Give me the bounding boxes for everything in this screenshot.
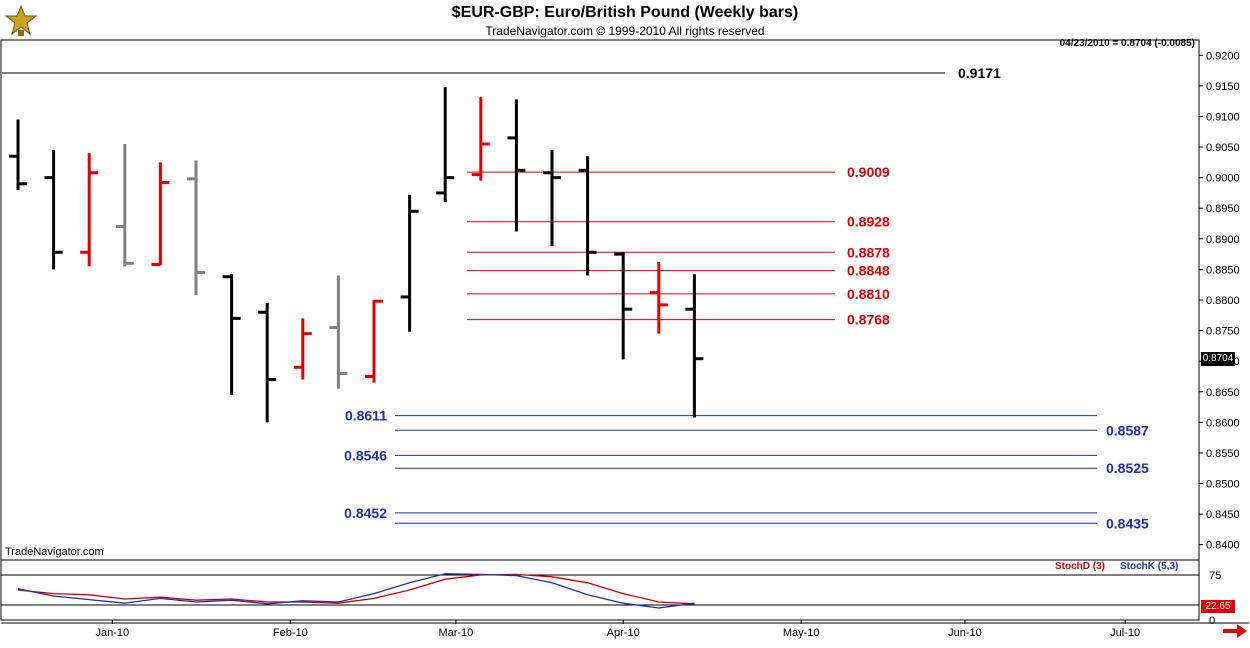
x-tick-label: Jun-10 [948, 627, 982, 639]
reference-label-10: 0.8525 [1106, 460, 1149, 476]
reference-label-5: 0.8810 [847, 286, 890, 302]
y-tick-label: 0.8650 [1206, 387, 1240, 399]
trade-navigator-logo-icon [4, 4, 38, 36]
watermark: TradeNavigator.com [5, 546, 104, 558]
ohlc-bar-5 [187, 160, 205, 296]
ohlc-bar-19 [685, 274, 704, 418]
reference-label-4: 0.8848 [847, 263, 890, 279]
reference-label-3: 0.8878 [847, 244, 890, 260]
x-tick-label: Jul-10 [1110, 627, 1140, 639]
reference-label-6: 0.8768 [847, 312, 890, 328]
oscillator-panel-frame [0, 559, 1200, 621]
y-tick-label: 0.9000 [1206, 173, 1240, 185]
x-tick-label: Mar-10 [438, 627, 473, 639]
stoch-value-tag: 22.65 [1201, 600, 1235, 613]
y-tick-label: 0.8750 [1206, 326, 1240, 338]
y-tick-label: 0.9200 [1206, 50, 1240, 62]
stochd-legend[interactable]: StochD (3) [1055, 561, 1105, 572]
ohlc-bar-18 [649, 262, 668, 334]
ohlc-bar-6 [222, 274, 241, 395]
y-tick-label: 0.8800 [1206, 295, 1240, 307]
x-tick-label: May-10 [783, 627, 820, 639]
reference-label-8: 0.8587 [1106, 422, 1149, 438]
y-tick-label: 0.9100 [1206, 111, 1240, 123]
y-tick-label: 0.9050 [1206, 142, 1240, 154]
ohlc-bar-3 [115, 144, 134, 267]
stoch-series-0 [17, 573, 695, 605]
ohlc-bar-13 [471, 96, 490, 181]
ohlc-bar-11 [400, 194, 419, 332]
ohlc-bar-9 [329, 275, 348, 389]
x-tick-label: Jan-10 [96, 627, 130, 639]
reference-label-0: 0.9171 [958, 65, 1001, 81]
ohlc-bar-1 [44, 150, 63, 270]
ohlc-bar-4 [151, 162, 170, 267]
ohlc-bar-10 [365, 299, 383, 383]
y-tick-label: 0.8500 [1206, 479, 1240, 491]
ohlc-bar-15 [543, 150, 561, 247]
stoch-y-tick-label: 0 [1209, 615, 1215, 627]
stoch-y-tick-label: 75 [1209, 570, 1221, 582]
ohlc-bar-12 [436, 87, 455, 203]
reference-label-12: 0.8435 [1106, 515, 1149, 531]
last-price-tag: 0.8704 [1201, 352, 1235, 366]
ohlc-bar-17 [614, 252, 633, 360]
y-tick-label: 0.8950 [1206, 203, 1240, 215]
y-tick-label: 0.8400 [1206, 540, 1240, 552]
y-tick-label: 0.9150 [1206, 81, 1240, 93]
reference-label-1: 0.9009 [847, 164, 890, 180]
reference-label-11: 0.8452 [344, 505, 387, 521]
x-tick-label: Apr-10 [607, 627, 640, 639]
y-tick-label: 0.8600 [1206, 417, 1240, 429]
ohlc-bar-14 [507, 99, 526, 232]
reference-label-7: 0.8611 [345, 408, 387, 424]
stoch-series-1 [17, 573, 695, 609]
y-tick-label: 0.8900 [1206, 234, 1240, 246]
chart-subtitle: TradeNavigator.com © 1999-2010 All right… [485, 24, 765, 38]
ohlc-bar-0 [9, 119, 27, 190]
reference-label-9: 0.8546 [344, 447, 387, 463]
main-panel-frame [0, 39, 1200, 561]
ohlc-bar-8 [293, 318, 312, 380]
chart-title: $EUR-GBP: Euro/British Pound (Weekly bar… [451, 4, 799, 21]
y-tick-label: 0.8850 [1206, 264, 1240, 276]
ohlc-bar-2 [80, 153, 99, 267]
stochk-legend[interactable]: StochK (5,3) [1120, 561, 1179, 572]
y-tick-label: 0.8450 [1206, 509, 1240, 521]
last-price-readout: 04/23/2010 = 0.8704 (-0.0085) [1059, 38, 1195, 49]
ohlc-bar-7 [258, 303, 277, 423]
scroll-right-arrow-icon[interactable] [1222, 623, 1248, 639]
x-tick-label: Feb-10 [273, 627, 308, 639]
y-tick-label: 0.8550 [1206, 448, 1240, 460]
reference-label-2: 0.8928 [847, 214, 890, 230]
ohlc-bar-16 [578, 156, 597, 276]
